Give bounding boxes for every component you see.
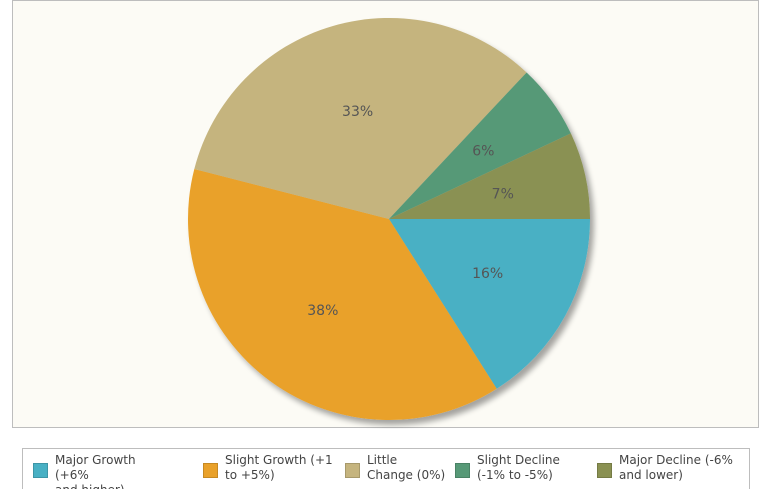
legend-label-4: Slight Decline (-1% to -5%) (477, 453, 560, 483)
legend-label-line1-1: Major Growth (+6% (55, 453, 136, 482)
pie-data-label-4: 6% (472, 143, 494, 159)
pie-data-label-1: 16% (472, 266, 503, 282)
legend-swatch-4 (455, 463, 470, 478)
legend-swatch-5 (597, 463, 612, 478)
legend-item-2[interactable]: Slight Growth (+1 to +5%) (203, 453, 343, 485)
pie-data-label-3: 33% (342, 104, 373, 120)
legend-label-line1-2: Slight Growth (+1 (225, 453, 333, 467)
pie-slice-5[interactable] (389, 133, 590, 219)
legend-label-line2-3: Change (0%) (367, 468, 446, 482)
legend-label-1: Major Growth (+6%and higher) (55, 453, 173, 489)
legend-label-line2-4: (-1% to -5%) (477, 468, 553, 482)
pie-data-label-5: 7% (492, 187, 514, 203)
legend: Major Growth (+6%and higher) Slight Growt… (22, 448, 750, 489)
legend-label-line2-2: to +5%) (225, 468, 275, 482)
legend-item-4[interactable]: Slight Decline (-1% to -5%) (455, 453, 595, 485)
legend-label-line1-4: Slight Decline (477, 453, 560, 467)
pie-data-labels: 16% 38% 33% 6% 7% (307, 104, 514, 319)
pie-slice-3[interactable] (194, 17, 527, 220)
legend-item-3[interactable]: Little Change (0%) (345, 453, 485, 485)
legend-label-2: Slight Growth (+1 to +5%) (225, 453, 333, 483)
legend-item-1[interactable]: Major Growth (+6%and higher) (33, 453, 173, 489)
pie-data-label-2: 38% (307, 303, 338, 319)
legend-swatch-1 (33, 463, 48, 478)
pie-slices (188, 17, 590, 420)
legend-label-line1-5: Major Decline (-6% (619, 453, 733, 467)
pie-slice-4[interactable] (389, 72, 571, 220)
pie-slice-2[interactable] (188, 169, 497, 420)
plot-area: 16% 38% 33% 6% 7% (12, 0, 759, 428)
legend-swatch-3 (345, 463, 360, 478)
legend-label-3: Little Change (0%) (367, 453, 445, 483)
legend-swatch-2 (203, 463, 218, 478)
legend-item-5[interactable]: Major Decline (-6% and lower) (597, 453, 737, 485)
legend-label-line2-5: and lower) (619, 468, 683, 482)
legend-label-line1-3: Little (367, 453, 398, 467)
pie-slice-1[interactable] (389, 219, 590, 389)
legend-label-5: Major Decline (-6% and lower) (619, 453, 733, 483)
pie-chart: 16% 38% 33% 6% 7% (188, 17, 590, 420)
legend-label-line2-1: and higher) (55, 483, 125, 489)
